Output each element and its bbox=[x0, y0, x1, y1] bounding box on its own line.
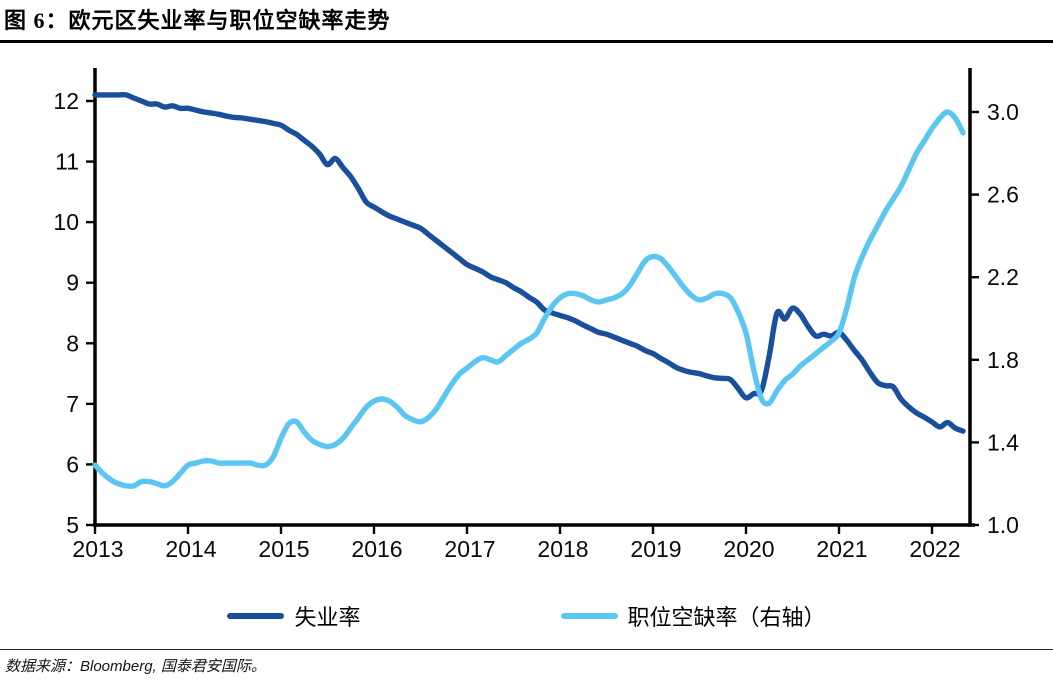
year-tick-label: 2022 bbox=[909, 536, 960, 562]
year-tick-label: 2016 bbox=[351, 536, 402, 562]
legend-swatch-vacancy bbox=[560, 613, 618, 619]
year-tick-label: 2014 bbox=[165, 536, 216, 562]
chart-area: 12 11 10 9 8 7 6 5 3.0 2.6 2.2 1.8 1.4 1.0 2013 2014 201… bbox=[0, 60, 1053, 565]
year-tick-label: 2018 bbox=[537, 536, 588, 562]
right-tick-label: 1.0 bbox=[987, 512, 1019, 538]
figure-title: 图 6：欧元区失业率与职位空缺率走势 bbox=[4, 8, 391, 33]
year-tick-label: 2021 bbox=[816, 536, 867, 562]
left-tick-label: 11 bbox=[55, 149, 79, 175]
legend-label-vacancy: 职位空缺率（右轴） bbox=[627, 605, 826, 630]
left-tick-label: 5 bbox=[66, 512, 79, 538]
left-tick-label: 9 bbox=[66, 270, 79, 296]
unemployment-line bbox=[92, 91, 966, 434]
year-tick-label: 2019 bbox=[630, 536, 681, 562]
right-tick-label: 2.2 bbox=[987, 264, 1019, 290]
left-tick-label: 6 bbox=[66, 451, 79, 477]
year-tick-label: 2017 bbox=[444, 536, 495, 562]
chart-legend: 失业率 职位空缺率（右轴） bbox=[0, 600, 1053, 632]
left-tick-label: 8 bbox=[66, 330, 79, 356]
right-tick-label: 1.8 bbox=[987, 347, 1019, 373]
legend-swatch-unemployment bbox=[227, 613, 285, 619]
dual-axis-line-chart: 12 11 10 9 8 7 6 5 3.0 2.6 2.2 1.8 1.4 1.0 2013 2014 201… bbox=[53, 68, 1019, 562]
legend-label-unemployment: 失业率 bbox=[294, 605, 361, 630]
right-tick-label: 3.0 bbox=[987, 99, 1019, 125]
vacancy-rate-line bbox=[92, 109, 966, 489]
data-source-note: 数据来源：Bloomberg, 国泰君安国际。 bbox=[5, 658, 266, 675]
footer-rule bbox=[0, 649, 1053, 651]
legend-item-unemployment: 失业率 bbox=[227, 600, 361, 632]
legend-item-vacancy: 职位空缺率（右轴） bbox=[560, 600, 826, 632]
left-tick-label: 12 bbox=[53, 88, 79, 114]
left-tick-label: 7 bbox=[66, 391, 79, 417]
year-tick-label: 2013 bbox=[72, 536, 123, 562]
year-tick-label: 2015 bbox=[258, 536, 309, 562]
right-tick-label: 2.6 bbox=[987, 182, 1019, 208]
title-underline bbox=[0, 40, 1053, 43]
year-tick-label: 2020 bbox=[723, 536, 774, 562]
left-tick-label: 10 bbox=[53, 209, 79, 235]
right-tick-label: 1.4 bbox=[987, 429, 1019, 455]
